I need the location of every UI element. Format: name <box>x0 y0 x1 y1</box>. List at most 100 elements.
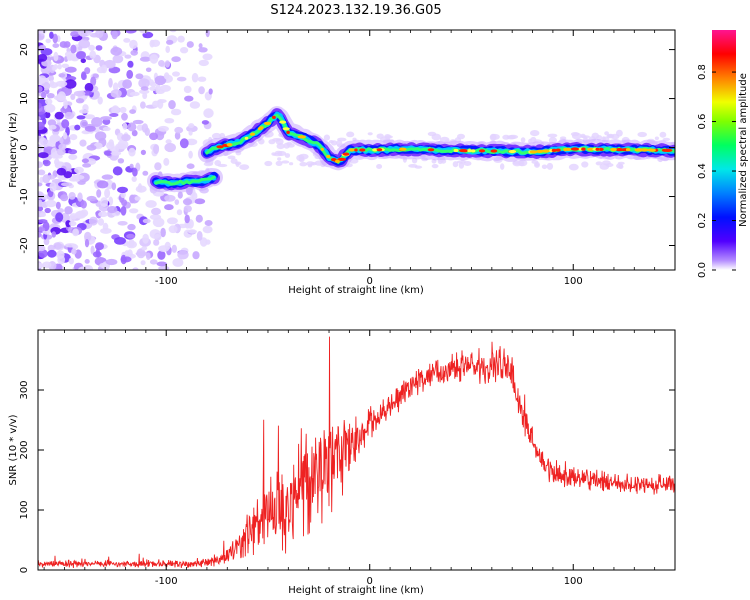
noise-blob <box>152 217 165 228</box>
noise-blob <box>73 174 85 180</box>
halo-blob <box>277 157 282 161</box>
noise-blob <box>86 195 97 202</box>
noise-blob <box>129 39 138 50</box>
noise-blob <box>38 86 43 93</box>
noise-blob <box>174 131 181 140</box>
ridge-hotspot <box>286 130 290 134</box>
noise-blob <box>139 56 151 62</box>
noise-blob <box>74 124 81 131</box>
noise-blob <box>172 258 184 267</box>
noise-blob <box>129 163 134 169</box>
noise-blob <box>91 117 103 127</box>
noise-blob <box>115 143 127 150</box>
noise-blob <box>164 241 171 250</box>
noise-blob <box>38 227 46 232</box>
noise-blob <box>90 245 95 255</box>
noise-blob <box>164 60 170 68</box>
noise-blob <box>153 239 160 246</box>
noise-blob <box>111 105 120 116</box>
noise-blob <box>174 126 184 134</box>
ridge-hotspot <box>570 147 580 151</box>
halo-blob <box>230 158 238 164</box>
noise-blob <box>68 154 78 161</box>
ridge-hotspot <box>587 147 595 151</box>
noise-blob <box>45 38 51 44</box>
noise-blob <box>45 98 53 105</box>
noise-blob <box>53 95 66 101</box>
noise-blob <box>80 200 87 209</box>
noise-blob <box>38 152 49 159</box>
noise-blob <box>84 259 90 264</box>
noise-blob <box>155 131 165 141</box>
halo-blob <box>287 143 295 148</box>
noise-blob <box>47 119 57 127</box>
ridge-hotspot <box>555 148 561 152</box>
noise-blob <box>160 227 166 238</box>
noise-blob <box>53 51 59 62</box>
ridge-hotspot <box>244 136 249 140</box>
noise-blob <box>45 199 57 208</box>
halo-blob <box>275 138 284 145</box>
halo-blob <box>458 162 465 169</box>
ridge-hotspot <box>335 159 340 163</box>
noise-blob <box>130 49 138 56</box>
ridge-hotspot <box>610 147 617 152</box>
noise-blob <box>75 98 85 104</box>
noise-blob <box>63 99 68 109</box>
noise-blob <box>105 258 118 266</box>
noise-blob <box>56 167 67 176</box>
noise-blob <box>189 101 201 109</box>
halo-blob <box>547 133 558 138</box>
noise-blob <box>129 208 139 214</box>
noise-blob <box>58 73 66 78</box>
ridge-hotspot <box>320 147 324 151</box>
ridge-hotspot <box>297 135 307 139</box>
noise-blob <box>140 149 146 156</box>
heatmap-ytick-label: 0 <box>19 144 30 150</box>
colorbar-tick-label: 0.8 <box>697 64 708 80</box>
snr-ytick-label: 300 <box>19 380 30 399</box>
noise-blob <box>208 88 213 95</box>
halo-blob <box>235 162 240 168</box>
noise-blob <box>140 86 149 91</box>
noise-blob <box>141 123 149 133</box>
noise-blob <box>177 191 183 199</box>
noise-blob <box>43 238 50 246</box>
noise-blob <box>117 221 128 226</box>
noise-blob <box>140 101 146 109</box>
noise-blob <box>38 182 43 187</box>
noise-blob <box>46 93 55 99</box>
noise-blob <box>38 249 48 258</box>
noise-blob <box>136 124 144 131</box>
noise-blob <box>105 179 114 190</box>
noise-blob <box>48 124 57 130</box>
ridge-hotspot <box>453 148 459 153</box>
heatmap-xtick-label: 0 <box>367 276 373 287</box>
noise-blob <box>60 194 69 202</box>
halo-blob <box>508 134 519 139</box>
halo-blob <box>274 150 283 155</box>
noise-blob <box>188 150 193 159</box>
ridge-hotspot <box>263 121 272 125</box>
ridge-hotspot <box>272 115 276 119</box>
colorbar: 0.0 0.2 0.4 0.6 0.8 Normalized spectral ampl… <box>697 30 749 278</box>
ridge-hotspot <box>226 143 233 147</box>
halo-blob <box>306 161 315 166</box>
figure-title: S124.2023.132.19.36.G05 <box>270 3 441 18</box>
noise-blob <box>81 158 89 164</box>
heatmap-xlabel: Height of straight line (km) <box>288 285 424 296</box>
halo-blob <box>530 130 540 137</box>
noise-blob <box>132 119 144 125</box>
noise-blob <box>192 251 200 260</box>
noise-blob <box>195 214 203 223</box>
noise-blob <box>109 113 119 117</box>
noise-blob <box>84 82 94 92</box>
halo-blob <box>284 153 291 158</box>
noise-blob <box>201 120 209 125</box>
noise-blob <box>73 90 86 97</box>
noise-blob <box>151 207 161 215</box>
ridge-hotspot <box>598 147 604 151</box>
noise-blob <box>184 95 194 102</box>
noise-blob <box>202 225 213 234</box>
